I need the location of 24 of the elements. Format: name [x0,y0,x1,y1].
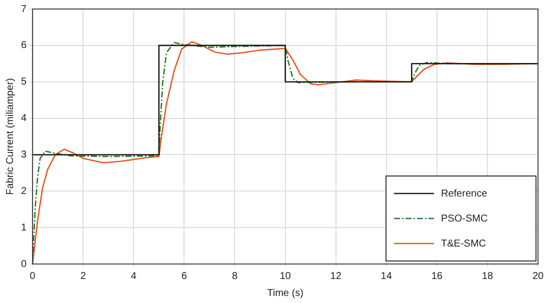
x-tick-label: 6 [181,270,188,282]
x-tick-label: 2 [80,270,86,282]
y-tick-label: 5 [21,76,27,88]
y-tick-label: 4 [21,113,27,124]
y-tick-label: 1 [21,222,27,234]
x-tick-label: 18 [482,270,494,282]
x-tick-label: 12 [330,270,342,282]
legend-label: PSO-SMC [441,213,488,224]
x-tick-label: 0 [30,270,36,282]
y-axis-title: Fabric Current (miliamper) [4,78,16,195]
y-tick-label: 0 [21,258,27,270]
x-tick-label: 8 [232,270,238,282]
y-tick-label: 7 [21,4,27,15]
x-tick-label: 4 [130,270,137,282]
y-tick-label: 3 [21,149,27,160]
legend-label: T&E-SMC [441,238,486,250]
y-tick-label: 2 [21,186,27,197]
x-tick-label: 10 [280,270,292,282]
x-tick-label: 16 [431,270,443,282]
y-tick-label: 6 [21,40,27,52]
legend-label: Reference [441,188,488,200]
x-tick-label: 20 [532,270,544,282]
x-axis-title: Time (s) [267,288,304,299]
x-tick-label: 14 [380,270,392,282]
